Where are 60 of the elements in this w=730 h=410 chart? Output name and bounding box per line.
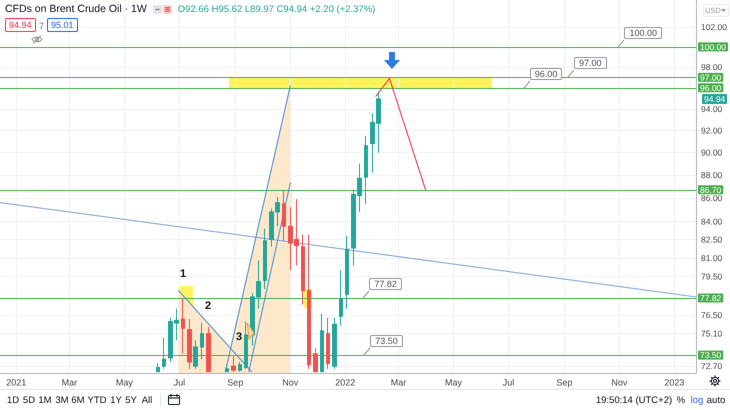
annotation: 97.00 xyxy=(574,57,606,70)
y-tick-label: 76.50 xyxy=(701,310,723,320)
y-tick-label: 79.50 xyxy=(701,272,723,282)
annotation: 100.00 xyxy=(624,26,662,39)
ref-line-label: 100.00 xyxy=(700,42,726,52)
x-tick-label: 2022 xyxy=(335,378,356,388)
y-tick-label: 72.70 xyxy=(701,361,723,372)
ref-line-label: 97.00 xyxy=(700,72,722,82)
y-tick-label: 75.10 xyxy=(701,328,723,339)
text: 94.94 xyxy=(702,94,728,104)
x-tick-label: May xyxy=(444,378,462,388)
y-tick-label: 86.00 xyxy=(701,192,723,203)
y-tick-label: 98.00 xyxy=(701,62,723,72)
annotation: 94.94 xyxy=(5,18,36,32)
annotation: 1 xyxy=(180,268,186,280)
y-tick-label: 102.00 xyxy=(701,22,728,32)
x-tick-label: Sep xyxy=(227,378,244,388)
text: 6M xyxy=(71,395,85,406)
x-tick-label: 2023 xyxy=(664,378,684,388)
annotation: 96.00 xyxy=(530,68,562,80)
text: log xyxy=(690,395,704,406)
text: YTD xyxy=(88,395,106,406)
x-tick-label: Jul xyxy=(502,378,514,388)
annotation: 3 xyxy=(236,331,242,343)
text: All xyxy=(142,395,152,406)
annotation: 95.01 xyxy=(47,18,78,32)
text: 3M xyxy=(55,395,69,406)
x-tick-label: Nov xyxy=(282,378,299,388)
text: 1Y xyxy=(110,395,122,406)
text: 5D xyxy=(22,395,36,406)
text: 19:50:14 (UTC+2) xyxy=(596,395,672,406)
ref-line-label: 77.82 xyxy=(700,292,722,303)
ref-line-label: 86.70 xyxy=(700,184,722,195)
x-tick-label: 2021 xyxy=(6,378,26,388)
y-tick-label: 90.00 xyxy=(701,147,723,158)
ref-line-label: 96.00 xyxy=(700,82,722,93)
text: 1D xyxy=(6,395,20,406)
x-tick-label: Sep xyxy=(556,378,572,388)
text: auto xyxy=(706,395,726,406)
annotation: 77.82 xyxy=(369,278,402,290)
text: 5Y xyxy=(125,395,137,406)
y-tick-label: 84.00 xyxy=(701,216,723,226)
x-tick-label: Nov xyxy=(611,378,628,388)
y-tick-label: 92.00 xyxy=(701,125,723,136)
text: % xyxy=(676,395,686,406)
x-tick-label: Mar xyxy=(390,378,406,388)
annotation: 73.50 xyxy=(370,335,403,348)
y-tick-label: 82.50 xyxy=(701,234,723,245)
chart-title: CFDs on Brent Crude Oil · 1W xyxy=(5,3,147,15)
annotation: 2 xyxy=(205,300,212,312)
ref-line-label: 73.50 xyxy=(700,350,722,360)
x-tick-label: Mar xyxy=(62,378,78,388)
annotation: 7 xyxy=(39,21,44,31)
chart-subtitle: O92.66 H95.62 L89.97 C94.94 +2.20 (+2.37%) xyxy=(178,4,376,14)
y-tick-label: 94.00 xyxy=(701,104,723,114)
x-tick-label: Jul xyxy=(174,378,186,388)
y-tick-label: 88.00 xyxy=(701,170,723,180)
y-tick-label: 81.00 xyxy=(701,252,723,263)
x-tick-label: May xyxy=(116,378,134,388)
text: 1M xyxy=(38,395,52,406)
